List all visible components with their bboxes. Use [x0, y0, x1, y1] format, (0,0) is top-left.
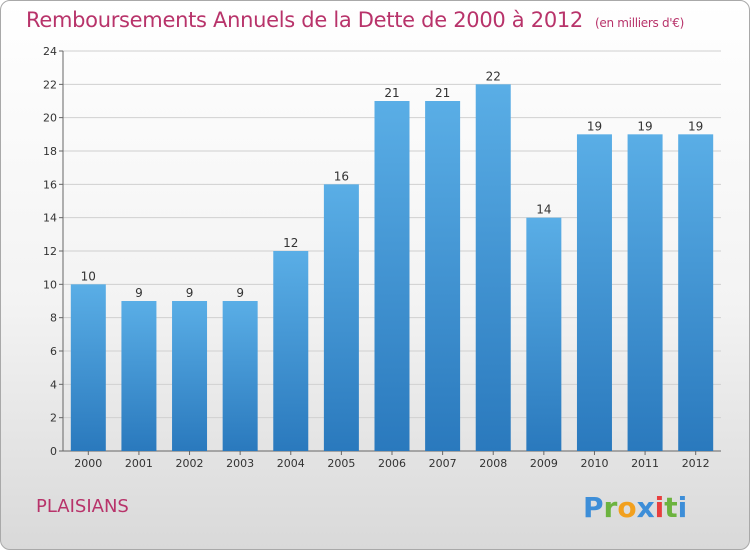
x-tick-label-2008: 2008	[479, 457, 507, 470]
bar-2004	[273, 251, 309, 451]
data-label-2010: 19	[587, 119, 602, 133]
bar-2010	[576, 134, 612, 452]
x-tick-label-2005: 2005	[327, 457, 355, 470]
chart-title: Remboursements Annuels de la Dette de 20…	[26, 8, 684, 32]
bar-2007	[425, 101, 461, 451]
svg-text:Proxiti: Proxiti	[583, 491, 687, 524]
x-tick-label-2009: 2009	[530, 457, 558, 470]
x-tick-label-2010: 2010	[580, 457, 608, 470]
y-tick-label: 4	[50, 378, 57, 391]
x-tick-label-2003: 2003	[226, 457, 254, 470]
data-label-2001: 9	[135, 286, 143, 300]
bar-2012	[678, 134, 714, 452]
data-label-2005: 16	[334, 169, 349, 183]
y-tick-label: 2	[50, 412, 57, 425]
y-tick-label: 6	[50, 345, 57, 358]
proxiti-logo: Proxiti	[583, 491, 687, 524]
x-tick-label-2011: 2011	[631, 457, 659, 470]
y-tick-label: 24	[43, 45, 57, 58]
bar-2011	[627, 134, 663, 452]
y-tick-label: 22	[43, 78, 57, 91]
x-tick-label-2004: 2004	[277, 457, 305, 470]
data-label-2006: 21	[384, 86, 399, 100]
y-tick-label: 18	[43, 145, 57, 158]
x-tick-label-2000: 2000	[74, 457, 102, 470]
bar-2006	[374, 101, 410, 451]
x-tick-label-2007: 2007	[429, 457, 457, 470]
data-label-2004: 12	[283, 236, 298, 250]
bar-2009	[526, 217, 562, 451]
data-label-2012: 19	[688, 119, 703, 133]
bar-2005	[323, 184, 359, 452]
x-tick-label-2002: 2002	[176, 457, 204, 470]
chart-subtitle: (en milliers d'€)	[595, 16, 685, 30]
data-label-2003: 9	[236, 286, 244, 300]
data-label-2002: 9	[186, 286, 194, 300]
bar-2000	[70, 284, 106, 451]
y-tick-label: 8	[50, 312, 57, 325]
location-name: PLAISIANS	[36, 496, 129, 517]
data-label-2011: 19	[637, 119, 652, 133]
data-label-2007: 21	[435, 86, 450, 100]
bar-2008	[475, 84, 511, 451]
x-tick-label-2001: 2001	[125, 457, 153, 470]
y-tick-label: 14	[43, 212, 57, 225]
bar-2003	[222, 301, 258, 451]
chart-title-text: Remboursements Annuels de la Dette de 20…	[26, 8, 583, 32]
bar-2002	[172, 301, 208, 451]
data-label-2009: 14	[536, 203, 551, 217]
bars	[70, 84, 714, 452]
y-tick-label: 16	[43, 178, 57, 191]
y-tick-label: 12	[43, 245, 57, 258]
y-tick-label: 20	[43, 112, 57, 125]
data-label-2008: 22	[486, 69, 501, 83]
x-tick-label-2006: 2006	[378, 457, 406, 470]
y-tick-label: 10	[43, 278, 57, 291]
data-label-2000: 10	[81, 269, 96, 283]
data-labels: 10 9 9 9 12 16 21 21 22 14 19 19 19	[81, 69, 704, 300]
y-tick-label: 0	[50, 445, 57, 458]
bar-2001	[121, 301, 157, 451]
x-tick-label-2012: 2012	[682, 457, 710, 470]
